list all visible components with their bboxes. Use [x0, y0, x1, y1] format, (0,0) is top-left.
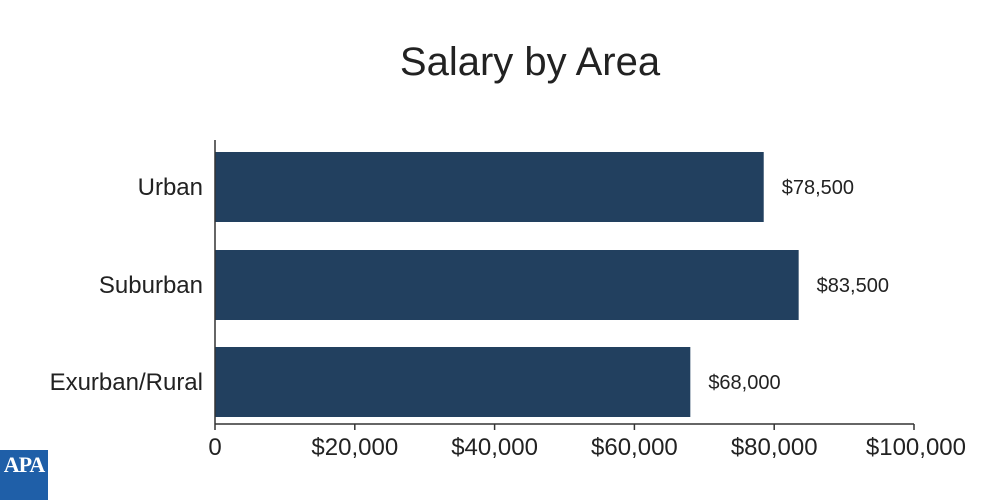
bar-exurban-rural — [215, 347, 691, 417]
x-tick-label: $20,000 — [311, 434, 398, 461]
bar-suburban — [215, 250, 799, 320]
value-labels: $78,500 $83,500 $68,000 — [708, 177, 889, 394]
x-tick-label: 0 — [208, 434, 221, 461]
apa-logo: APA — [0, 450, 48, 500]
category-label-suburban: Suburban — [99, 272, 203, 299]
axes: 0 $20,000 $40,000 $60,000 $80,000 $100,000 — [208, 140, 966, 461]
x-tick-label: $60,000 — [591, 434, 678, 461]
chart-title: Salary by Area — [400, 40, 661, 84]
category-labels: Urban Suburban Exurban/Rural — [50, 174, 203, 396]
bars-layer — [215, 152, 799, 417]
x-tick-label: $100,000 — [866, 434, 966, 461]
value-label-urban: $78,500 — [782, 177, 854, 199]
category-label-exurban-rural: Exurban/Rural — [50, 369, 203, 396]
category-label-urban: Urban — [138, 174, 203, 201]
value-label-suburban: $83,500 — [817, 275, 889, 297]
x-tick-label: $40,000 — [451, 434, 538, 461]
x-tick-label: $80,000 — [731, 434, 818, 461]
bar-urban — [215, 152, 764, 222]
value-label-exurban-rural: $68,000 — [708, 372, 780, 394]
